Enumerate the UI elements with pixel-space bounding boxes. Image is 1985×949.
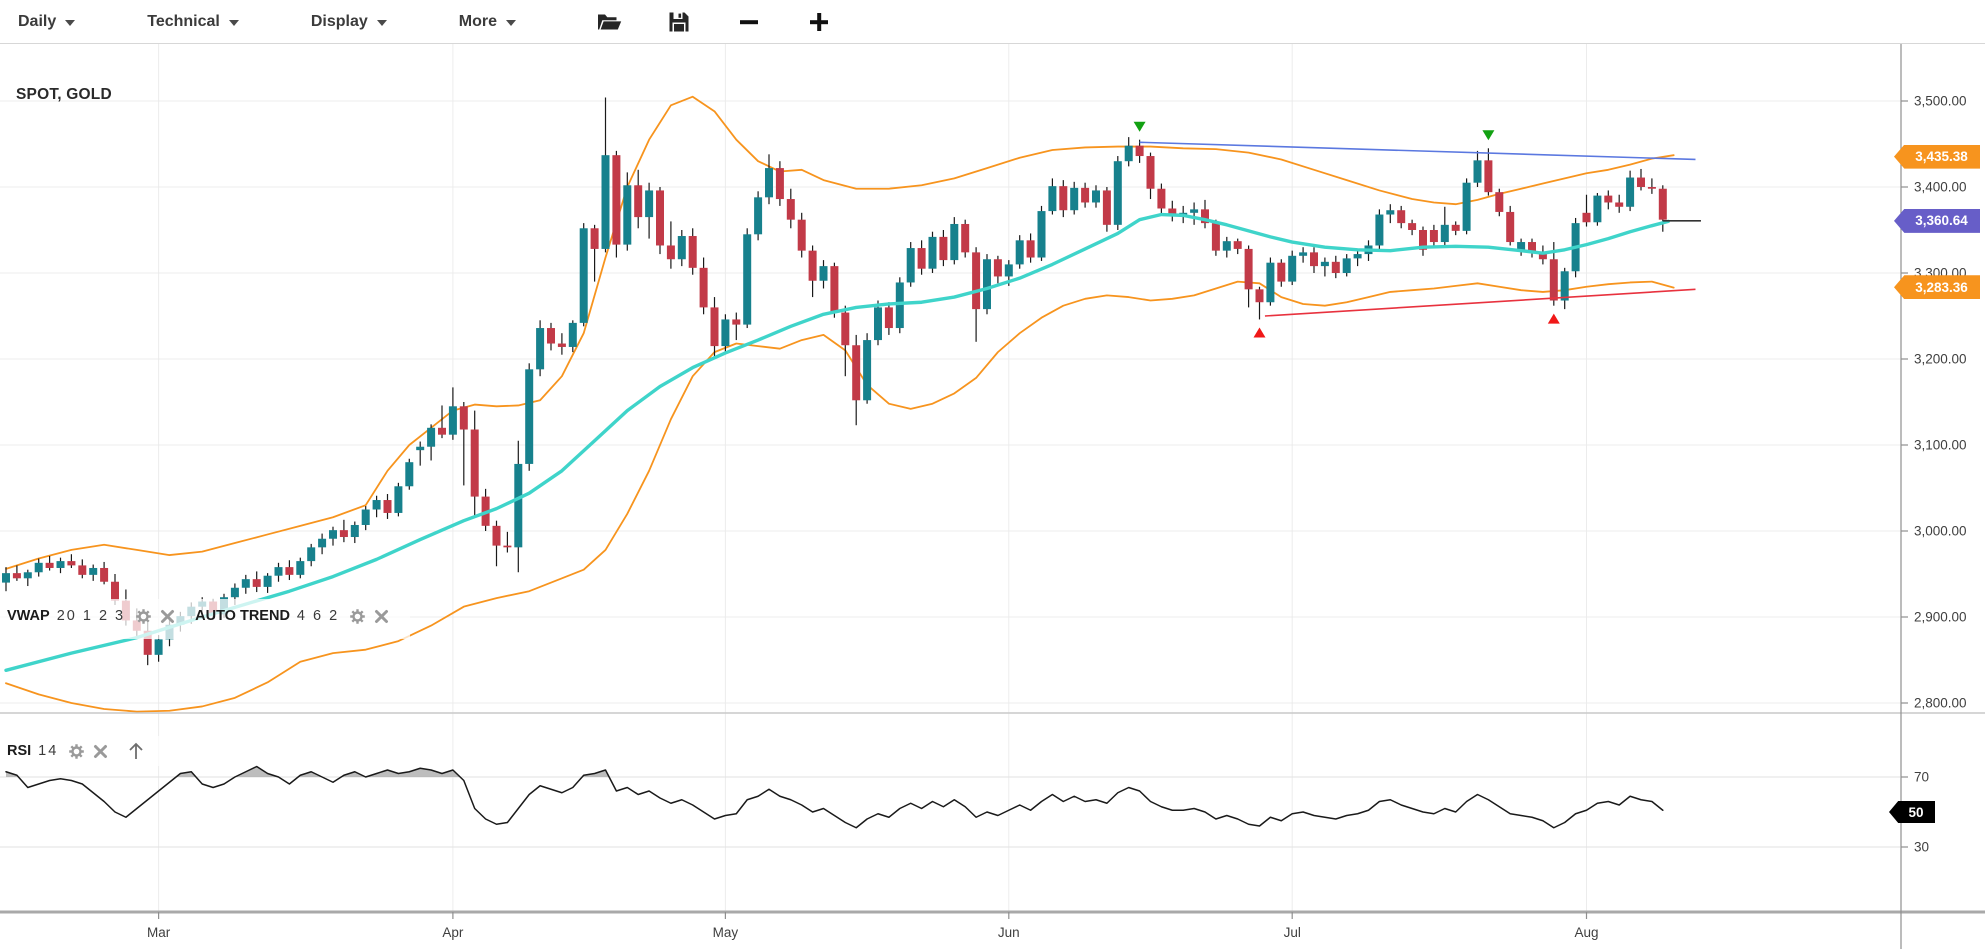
chart-title: SPOT, GOLD <box>16 86 112 103</box>
rsi-value-badge: 50 <box>1889 801 1935 823</box>
svg-text:2,900.00: 2,900.00 <box>1914 610 1967 625</box>
rsi-move-pane-up-icon[interactable] <box>126 741 146 761</box>
svg-text:70: 70 <box>1914 770 1929 785</box>
vwap-legend-params: 20 1 2 3 <box>56 608 126 624</box>
svg-text:3,400.00: 3,400.00 <box>1914 180 1967 195</box>
lower-band-price-badge: 3,283.36 <box>1894 275 1980 300</box>
vwap-legend-label: VWAP <box>7 608 50 624</box>
auto-trend-legend-params: 4 6 2 <box>296 608 340 624</box>
svg-text:Jul: Jul <box>1284 925 1301 940</box>
menu-more[interactable]: More <box>458 12 517 31</box>
rsi-settings-gear-icon[interactable] <box>66 741 86 761</box>
chevron-down-icon <box>376 19 387 26</box>
svg-text:3,000.00: 3,000.00 <box>1914 524 1967 539</box>
menu-technical-label: Technical <box>147 12 220 30</box>
open-folder-icon[interactable] <box>594 7 624 37</box>
menu-daily-label: Daily <box>18 12 57 30</box>
auto-trend-remove-icon[interactable] <box>371 606 391 626</box>
rsi-remove-icon[interactable] <box>90 741 110 761</box>
svg-text:Jun: Jun <box>998 925 1020 940</box>
save-icon[interactable] <box>664 7 694 37</box>
svg-text:May: May <box>713 925 739 940</box>
rsi-legend-label: RSI <box>7 743 32 759</box>
rsi-legend-row: RSI 14 <box>7 738 150 764</box>
toolbar: Daily Technical Display More <box>0 0 1985 44</box>
svg-text:Apr: Apr <box>442 925 464 940</box>
menu-more-label: More <box>458 12 498 30</box>
svg-text:3,200.00: 3,200.00 <box>1914 352 1967 367</box>
svg-text:3,100.00: 3,100.00 <box>1914 438 1967 453</box>
chevron-down-icon <box>506 19 517 26</box>
zoom-out-icon[interactable] <box>734 7 764 37</box>
indicator-legend-row: VWAP 20 1 2 3 AUTO TREND 4 6 2 <box>7 603 395 629</box>
menu-daily[interactable]: Daily <box>18 12 76 31</box>
svg-text:3,500.00: 3,500.00 <box>1914 94 1967 109</box>
chevron-down-icon <box>65 19 76 26</box>
auto-trend-settings-gear-icon[interactable] <box>347 606 367 626</box>
upper-band-price-badge: 3,435.38 <box>1894 144 1980 169</box>
vwap-remove-icon[interactable] <box>157 606 177 626</box>
vwap-settings-gear-icon[interactable] <box>133 606 153 626</box>
svg-text:Mar: Mar <box>147 925 171 940</box>
menu-display-label: Display <box>310 12 368 30</box>
menu-technical[interactable]: Technical <box>147 13 239 31</box>
rsi-legend-params: 14 <box>38 743 59 759</box>
menu-display[interactable]: Display <box>311 13 387 31</box>
svg-text:30: 30 <box>1914 840 1929 855</box>
auto-trend-legend-label: AUTO TREND <box>195 608 290 624</box>
zoom-in-icon[interactable] <box>804 7 834 37</box>
svg-text:Aug: Aug <box>1574 925 1598 940</box>
vwap-price-badge: 3,360.64 <box>1894 208 1980 233</box>
chevron-down-icon <box>228 19 239 26</box>
svg-text:2,800.00: 2,800.00 <box>1914 696 1967 711</box>
